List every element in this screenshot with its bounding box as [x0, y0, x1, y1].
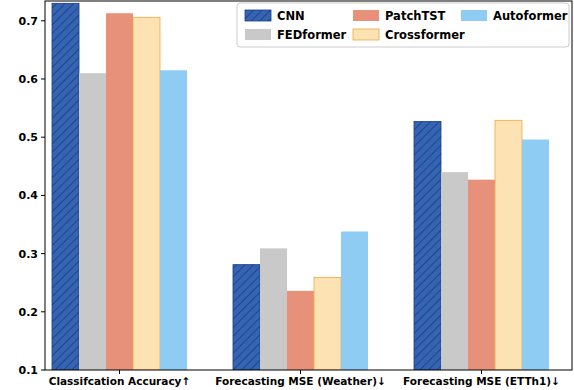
y-tick: [41, 311, 45, 312]
x-tick-label: Forecasting MSE (Weather)↓: [215, 375, 386, 387]
legend-swatch: [461, 10, 487, 21]
legend-label: PatchTST: [385, 9, 446, 23]
bar-hatch: [414, 121, 441, 370]
y-tick: [41, 20, 45, 21]
bar-hatch: [233, 265, 260, 370]
plot-frame: [45, 1, 572, 370]
bar: [341, 231, 368, 370]
bar: [468, 180, 495, 370]
y-tick-label: 0.6: [19, 73, 39, 86]
bar-hatch: [52, 3, 79, 370]
y-tick: [41, 137, 45, 138]
x-tick: [481, 370, 482, 374]
legend-swatch: [245, 10, 271, 21]
bar: [314, 277, 341, 370]
legend-box: [237, 3, 569, 47]
x-tick-label: Forecasting MSE (ETTh1)↓: [403, 375, 560, 387]
y-tick: [41, 370, 45, 371]
bar: [106, 13, 133, 370]
y-tick: [41, 78, 45, 79]
legend-label: CNN: [277, 9, 305, 23]
bar: [287, 291, 314, 370]
x-tick: [300, 370, 301, 374]
y-tick-label: 0.2: [19, 306, 39, 319]
legend-swatch: [353, 10, 379, 21]
bar: [233, 265, 260, 370]
legend-swatch: [353, 29, 379, 40]
legend-swatch: [245, 29, 271, 40]
chart: 0.1 0.2 0.3 0.4 0.5 0.6 0.7 Classifcation Accur…: [0, 0, 574, 390]
y-tick-label: 0.3: [19, 248, 39, 261]
y-tick-label: 0.5: [19, 131, 39, 144]
bars: [52, 3, 549, 370]
y-tick-label: 0.7: [19, 15, 39, 28]
bar: [79, 73, 106, 370]
legend-label: Autoformer: [493, 9, 568, 23]
x-tick-label: Classifcation Accuracy↑: [49, 375, 191, 387]
bar: [414, 121, 441, 370]
bar: [441, 172, 468, 370]
chart-container: 0.1 0.2 0.3 0.4 0.5 0.6 0.7 Classifcation Accur…: [0, 0, 574, 390]
y-tick: [41, 195, 45, 196]
bar: [52, 3, 79, 370]
y-tick-label: 0.4: [19, 189, 39, 202]
y-tick: [41, 253, 45, 254]
legend-label: FEDformer: [277, 28, 347, 42]
x-tick: [119, 370, 120, 374]
bar: [260, 248, 287, 370]
legend-label: Crossformer: [385, 28, 465, 42]
legend: CNN FEDformer PatchTST Crossformer Autoforme…: [237, 3, 569, 47]
bar: [522, 140, 549, 370]
bar: [133, 17, 160, 370]
bar: [495, 120, 522, 370]
bar: [160, 70, 187, 370]
y-tick-label: 0.1: [19, 364, 39, 377]
legend-swatch-hatch: [245, 10, 271, 21]
